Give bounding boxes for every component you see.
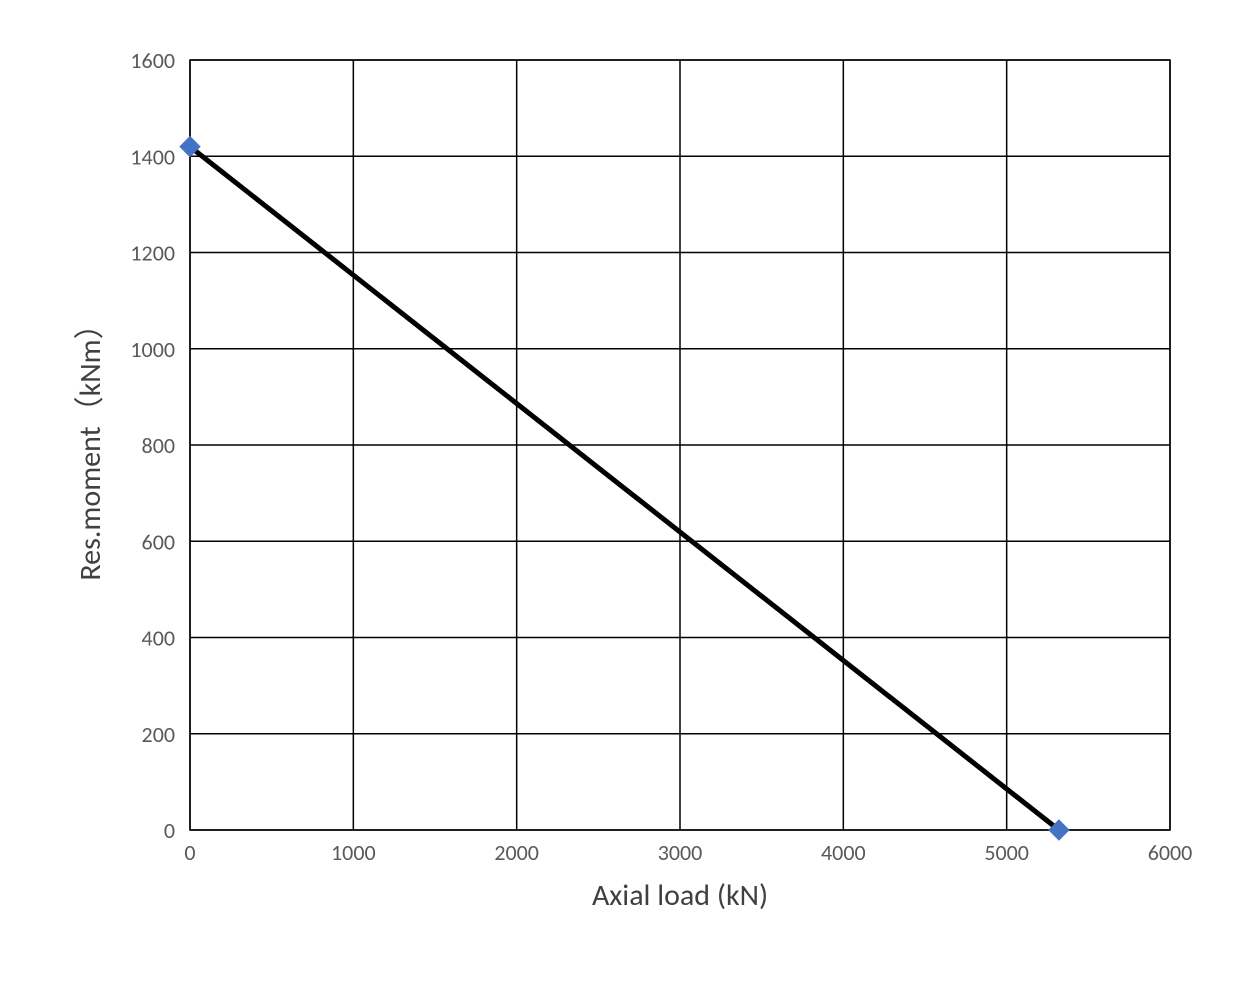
y-tick-label: 800	[142, 432, 175, 459]
y-tick-label: 1000	[130, 336, 175, 363]
y-tick-label: 1200	[130, 240, 175, 267]
x-tick-label: 5000	[984, 839, 1029, 866]
y-tick-label: 0	[164, 817, 175, 844]
x-axis-label: Axial load (kN)	[592, 877, 768, 914]
x-tick-label: 1000	[331, 839, 376, 866]
x-tick-label: 0	[184, 839, 195, 866]
x-tick-label: 4000	[821, 839, 866, 866]
y-tick-label: 200	[142, 721, 175, 748]
y-tick-label: 600	[142, 528, 175, 555]
x-tick-label: 6000	[1148, 839, 1193, 866]
y-tick-label: 400	[142, 625, 175, 652]
x-tick-label: 2000	[494, 839, 539, 866]
y-axis-label: Res.moment（kNm）	[72, 309, 109, 580]
y-tick-label: 1600	[130, 47, 175, 74]
y-tick-label: 1400	[130, 143, 175, 170]
chart-svg: 0 1000 2000 3000 4000 5000 6000 0 200 400 600 800 10…	[60, 40, 1200, 940]
x-tick-label: 3000	[658, 839, 703, 866]
chart-container: 0 1000 2000 3000 4000 5000 6000 0 200 400 600 800 10…	[60, 40, 1200, 940]
